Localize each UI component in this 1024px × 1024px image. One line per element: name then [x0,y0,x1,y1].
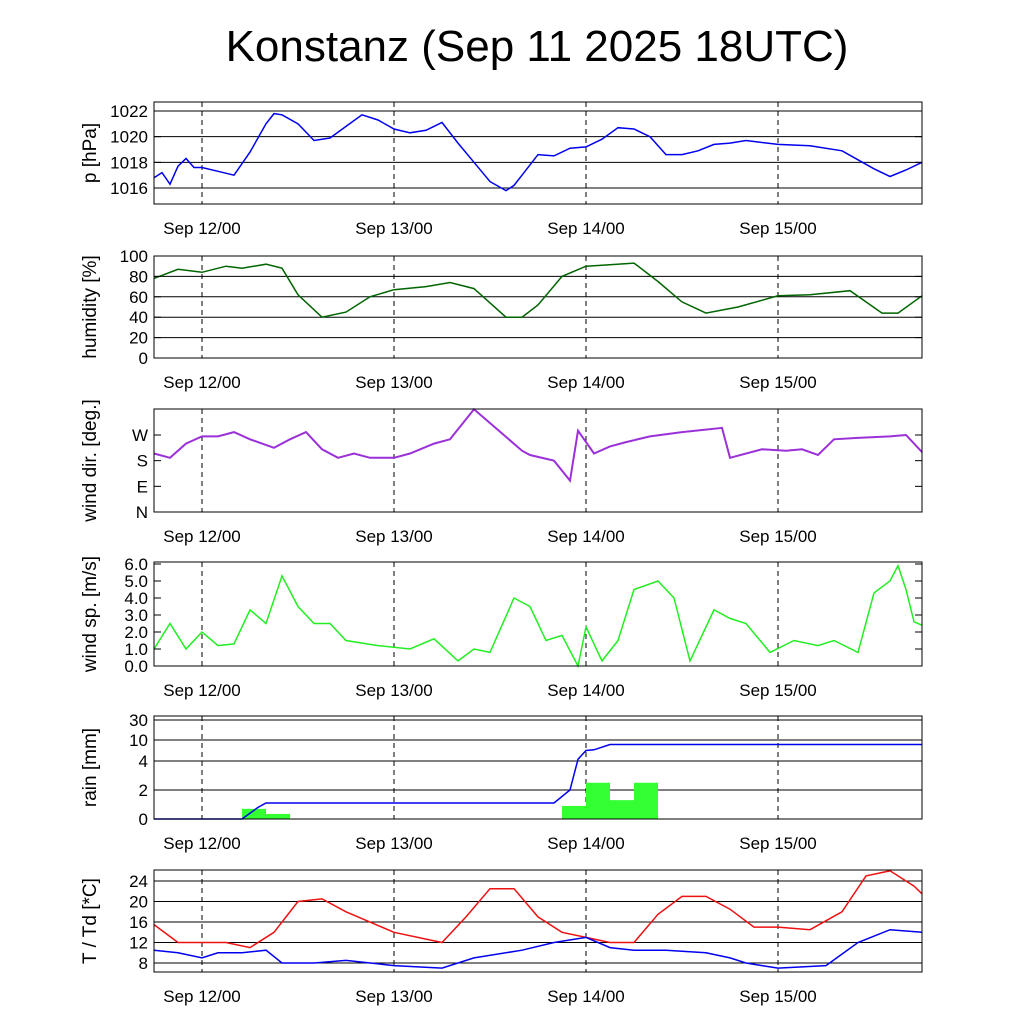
x-tick-label: Sep 15/00 [739,373,817,392]
x-tick-label: Sep 14/00 [547,373,625,392]
y-tick-label: E [137,477,148,496]
panel-pressure: 1016 1018 1020 1022 Sep 12/00 Sep 13/00 Sep 14… [80,101,923,238]
y-tick-label: 40 [129,308,148,327]
plot-frame [153,101,923,205]
y-axis-label: humidity [%] [80,255,101,358]
y-tick-label: 0.0 [124,657,148,676]
y-axis-label: rain [mm] [80,728,101,807]
series-line-humidity-0 [153,262,923,319]
plot-frame [153,869,923,973]
x-tick-label: Sep 13/00 [355,834,433,853]
y-tick-label: 24 [129,872,148,891]
y-tick-label: 20 [129,893,148,912]
series-line-temperature-1 [153,928,923,969]
rain-bar [586,782,610,819]
x-tick-label: Sep 12/00 [163,834,241,853]
y-tick-label: 20 [129,329,148,348]
plot-frame [153,408,923,513]
rain-bar [266,813,290,819]
y-tick-label: 0 [139,810,148,829]
y-tick-label: 0 [139,349,148,368]
x-tick-label: Sep 14/00 [547,987,625,1006]
series-line-pressure-0 [153,112,923,192]
y-tick-label: 10 [129,731,148,750]
panel-wind_speed: 0.01.02.03.04.05.06.0 Sep 12/00 Sep 13/00 S… [80,555,923,700]
x-tick-label: Sep 14/00 [547,681,625,700]
x-tick-label: Sep 12/00 [163,373,241,392]
x-tick-label: Sep 13/00 [355,219,433,238]
y-tick-label: 1020 [110,128,148,147]
wind-dir-trace [153,407,923,483]
x-tick-label: Sep 13/00 [355,681,433,700]
y-tick-label: 4 [139,752,148,771]
y-tick-label: 8 [139,954,148,973]
x-tick-label: Sep 13/00 [355,373,433,392]
rain-bar [634,782,658,819]
plot-frame [153,561,923,667]
x-tick-label: Sep 15/00 [739,987,817,1006]
y-axis-label: p [hPa] [80,123,101,183]
plot-frame [153,715,923,820]
x-tick-label: Sep 15/00 [739,834,817,853]
y-tick-label: S [137,452,148,471]
x-tick-label: Sep 13/00 [355,987,433,1006]
y-tick-label: 5.0 [124,572,148,591]
y-tick-label: 16 [129,913,148,932]
y-tick-label: 80 [129,267,148,286]
x-tick-label: Sep 12/00 [163,219,241,238]
x-tick-label: Sep 12/00 [163,527,241,546]
series-line-wind_speed-0 [153,563,923,669]
x-tick-label: Sep 15/00 [739,219,817,238]
y-axis-label: wind dir. [deg.] [80,399,101,523]
x-tick-label: Sep 13/00 [355,527,433,546]
rain-bar [562,805,586,819]
x-tick-label: Sep 14/00 [547,527,625,546]
y-tick-label: 2.0 [124,623,148,642]
x-tick-label: Sep 15/00 [739,681,817,700]
y-tick-label: 6.0 [124,555,148,574]
rain-bar [242,808,266,819]
x-tick-label: Sep 14/00 [547,219,625,238]
y-tick-label: W [132,426,148,445]
x-tick-label: Sep 12/00 [163,987,241,1006]
y-tick-label: 1016 [110,179,148,198]
y-tick-label: 1018 [110,153,148,172]
x-tick-label: Sep 14/00 [547,834,625,853]
y-tick-label: 60 [129,288,148,307]
x-tick-label: Sep 15/00 [739,527,817,546]
series-line-temperature-0 [153,870,923,949]
chart-title: Konstanz (Sep 11 2025 18UTC) [225,22,849,71]
y-tick-label: 100 [120,247,148,266]
y-tick-label: 30 [129,711,148,730]
rain-bar [610,800,634,819]
y-axis-label: T / Td [*C] [80,878,101,964]
y-tick-label: 12 [129,934,148,953]
y-tick-label: 2 [139,781,148,800]
y-tick-label: 1022 [110,102,148,121]
y-tick-label: 4.0 [124,589,148,608]
y-tick-label: 3.0 [124,606,148,625]
x-tick-label: Sep 12/00 [163,681,241,700]
plot-frame [153,255,923,359]
y-tick-label: 1.0 [124,640,148,659]
y-axis-label: wind sp. [m/s] [80,556,101,673]
rain-cumulative-line [154,743,922,820]
y-tick-label: N [136,503,148,522]
